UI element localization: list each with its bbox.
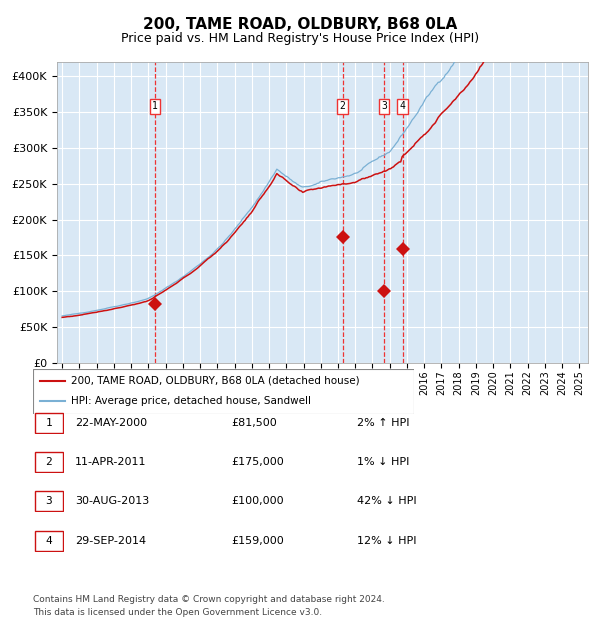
Text: Contains HM Land Registry data © Crown copyright and database right 2024.
This d: Contains HM Land Registry data © Crown c… xyxy=(33,595,385,617)
Text: £81,500: £81,500 xyxy=(231,418,277,428)
Text: £175,000: £175,000 xyxy=(231,457,284,467)
Text: 200, TAME ROAD, OLDBURY, B68 0LA (detached house): 200, TAME ROAD, OLDBURY, B68 0LA (detach… xyxy=(71,376,360,386)
FancyBboxPatch shape xyxy=(35,491,62,511)
Text: 1% ↓ HPI: 1% ↓ HPI xyxy=(357,457,409,467)
Text: £100,000: £100,000 xyxy=(231,496,284,506)
Text: 30-AUG-2013: 30-AUG-2013 xyxy=(75,496,149,506)
Text: 29-SEP-2014: 29-SEP-2014 xyxy=(75,536,146,546)
Text: 1: 1 xyxy=(45,418,52,428)
Text: 4: 4 xyxy=(45,536,52,546)
FancyBboxPatch shape xyxy=(35,452,62,472)
Text: 12% ↓ HPI: 12% ↓ HPI xyxy=(357,536,416,546)
Text: 200, TAME ROAD, OLDBURY, B68 0LA: 200, TAME ROAD, OLDBURY, B68 0LA xyxy=(143,17,457,32)
Text: 2: 2 xyxy=(45,457,52,467)
FancyBboxPatch shape xyxy=(33,369,414,414)
Text: 22-MAY-2000: 22-MAY-2000 xyxy=(75,418,147,428)
Text: 42% ↓ HPI: 42% ↓ HPI xyxy=(357,496,416,506)
Text: 3: 3 xyxy=(381,102,387,112)
Text: 4: 4 xyxy=(400,102,406,112)
Text: Price paid vs. HM Land Registry's House Price Index (HPI): Price paid vs. HM Land Registry's House … xyxy=(121,32,479,45)
Text: 11-APR-2011: 11-APR-2011 xyxy=(75,457,146,467)
FancyBboxPatch shape xyxy=(35,413,62,433)
Text: HPI: Average price, detached house, Sandwell: HPI: Average price, detached house, Sand… xyxy=(71,396,311,407)
Text: 3: 3 xyxy=(45,496,52,506)
Text: 2: 2 xyxy=(340,102,346,112)
Text: 1: 1 xyxy=(152,102,158,112)
FancyBboxPatch shape xyxy=(35,531,62,551)
Text: £159,000: £159,000 xyxy=(231,536,284,546)
Text: 2% ↑ HPI: 2% ↑ HPI xyxy=(357,418,409,428)
